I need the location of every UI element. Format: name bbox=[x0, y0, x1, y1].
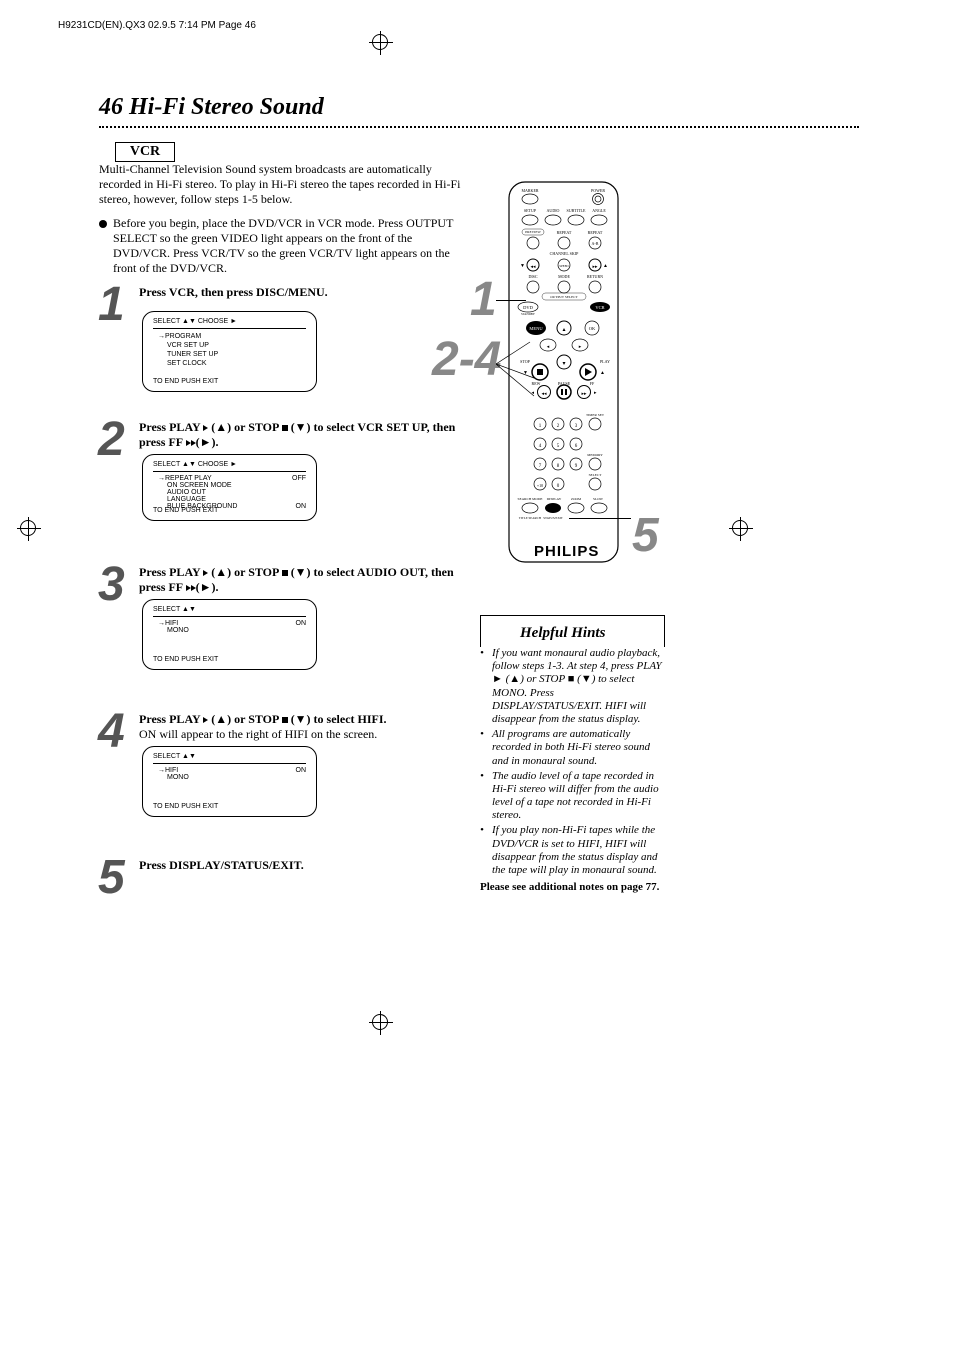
screen-2: SELECT ▲▼ CHOOSE ► →REPEAT PLAYOFF ON SC… bbox=[142, 454, 317, 521]
svg-text:RETURN: RETURN bbox=[587, 274, 603, 279]
reg-mark-top bbox=[372, 34, 388, 50]
step-2: 2 Press PLAY (▲) or STOP (▼) to select V… bbox=[99, 420, 469, 450]
svg-text:DVD: DVD bbox=[523, 305, 533, 310]
svg-text:◂◂: ◂◂ bbox=[530, 265, 536, 270]
svg-text:REPEAT: REPEAT bbox=[557, 230, 572, 235]
svg-text:3: 3 bbox=[575, 424, 578, 429]
hints-body: •If you want monaural audio playback, fo… bbox=[480, 647, 665, 894]
svg-text:+10: +10 bbox=[537, 483, 543, 488]
svg-text:REW: REW bbox=[532, 381, 541, 386]
svg-text:OK: OK bbox=[589, 326, 596, 331]
svg-text:STANDBY: STANDBY bbox=[521, 312, 536, 316]
svg-text:SUBTITLE: SUBTITLE bbox=[567, 208, 586, 213]
svg-text:A-B: A-B bbox=[592, 241, 599, 246]
svg-text:◂: ◂ bbox=[547, 345, 550, 350]
callout-2-4: 2-4 bbox=[432, 332, 501, 387]
step-num-2: 2 bbox=[98, 412, 125, 467]
svg-text:SPEED: SPEED bbox=[559, 264, 569, 268]
step-4: 4 Press PLAY (▲) or STOP (▼) to select H… bbox=[99, 712, 469, 742]
step-num-3: 3 bbox=[98, 557, 125, 612]
svg-text:6: 6 bbox=[575, 444, 578, 449]
svg-text:9: 9 bbox=[575, 464, 578, 469]
brand-logo: PHILIPS bbox=[534, 543, 599, 560]
step-3: 3 Press PLAY (▲) or STOP (▼) to select A… bbox=[99, 565, 469, 595]
header-text: H9231CD(EN).QX3 02.9.5 7:14 PM Page 46 bbox=[58, 20, 256, 31]
svg-text:VCR: VCR bbox=[595, 305, 604, 310]
hints-title: Helpful Hints bbox=[520, 625, 605, 642]
svg-text:▾: ▾ bbox=[562, 361, 565, 367]
svg-text:ANGLE: ANGLE bbox=[592, 208, 606, 213]
svg-text:▸▸: ▸▸ bbox=[581, 392, 587, 397]
svg-text:SETUP: SETUP bbox=[524, 208, 537, 213]
svg-text:STOP: STOP bbox=[520, 359, 530, 364]
step-num-4: 4 bbox=[98, 704, 125, 759]
svg-text:5: 5 bbox=[557, 444, 560, 449]
step-5-text: Press DISPLAY/STATUS/EXIT. bbox=[139, 858, 469, 873]
callout-1: 1 bbox=[470, 272, 497, 327]
prereq-bullet: Before you begin, place the DVD/VCR in V… bbox=[99, 216, 469, 276]
screen-1: SELECT ▲▼ CHOOSE ► →PROGRAM VCR SET UP T… bbox=[142, 311, 317, 392]
svg-text:POWER: POWER bbox=[591, 188, 605, 193]
vcr-badge: VCR bbox=[115, 142, 175, 162]
svg-text:▸: ▸ bbox=[579, 345, 582, 350]
step-1-text: Press VCR, then press DISC/MENU. bbox=[139, 285, 469, 300]
svg-text:4: 4 bbox=[539, 444, 542, 449]
svg-text:SLOW: SLOW bbox=[593, 497, 604, 501]
step-num-5: 5 bbox=[98, 850, 125, 905]
svg-text:REPEAT: REPEAT bbox=[588, 230, 603, 235]
svg-text:MEMORY: MEMORY bbox=[587, 453, 603, 457]
svg-text:▼: ▼ bbox=[523, 371, 528, 376]
reg-mark-right bbox=[732, 520, 748, 536]
svg-text:DISC: DISC bbox=[528, 274, 537, 279]
svg-text:▸: ▸ bbox=[594, 391, 597, 396]
svg-text:FF: FF bbox=[590, 381, 595, 386]
svg-text:▴: ▴ bbox=[562, 327, 565, 333]
screen-4: SELECT ▲▼ →HIFION MONO TO END PUSH EXIT bbox=[142, 746, 317, 817]
svg-text:SEARCH MODE: SEARCH MODE bbox=[518, 497, 543, 501]
svg-text:▲: ▲ bbox=[600, 371, 605, 376]
svg-text:AUDIO: AUDIO bbox=[547, 208, 560, 213]
svg-text:8: 8 bbox=[557, 464, 560, 469]
step-4-text: Press PLAY (▲) or STOP (▼) to select HIF… bbox=[139, 712, 469, 742]
step-5: 5 Press DISPLAY/STATUS/EXIT. bbox=[99, 858, 469, 873]
svg-text:SELECT: SELECT bbox=[589, 473, 603, 477]
svg-text:OUTPUT SELECT: OUTPUT SELECT bbox=[550, 295, 578, 299]
svg-text:0: 0 bbox=[557, 484, 560, 489]
page-title: 46Hi-Fi Stereo Sound bbox=[99, 94, 324, 121]
screen-3: SELECT ▲▼ →HIFION MONO TO END PUSH EXIT bbox=[142, 599, 317, 670]
step-3-text: Press PLAY (▲) or STOP (▼) to select AUD… bbox=[139, 565, 469, 595]
svg-text:1: 1 bbox=[539, 424, 542, 429]
title-underline bbox=[99, 126, 859, 128]
reg-mark-bottom bbox=[372, 1014, 388, 1030]
svg-text:TIMER SET: TIMER SET bbox=[586, 413, 605, 417]
svg-text:STATUS/EXIT: STATUS/EXIT bbox=[543, 516, 563, 520]
svg-text:▲: ▲ bbox=[603, 264, 608, 269]
svg-text:2: 2 bbox=[557, 424, 560, 429]
svg-text:▼: ▼ bbox=[520, 264, 525, 269]
svg-text:TITLE SEARCH: TITLE SEARCH bbox=[519, 516, 542, 520]
svg-text:CHANNEL SKIP: CHANNEL SKIP bbox=[550, 251, 579, 256]
svg-text:▸▸: ▸▸ bbox=[592, 265, 598, 270]
reg-mark-left bbox=[20, 520, 36, 536]
svg-text:MENU: MENU bbox=[529, 326, 543, 331]
remote-control: MARKER POWER SETUP AUDIO SUBTITLE ANGLE … bbox=[500, 180, 660, 580]
svg-text:PLAY: PLAY bbox=[600, 359, 610, 364]
svg-text:◂: ◂ bbox=[531, 391, 534, 396]
svg-text:PREVIEW: PREVIEW bbox=[525, 230, 541, 234]
svg-text:MARKER: MARKER bbox=[521, 188, 538, 193]
step-1: 1 Press VCR, then press DISC/MENU. SELEC… bbox=[99, 285, 469, 300]
step-2-text: Press PLAY (▲) or STOP (▼) to select VCR… bbox=[139, 420, 469, 450]
step-num-1: 1 bbox=[98, 277, 125, 332]
intro-paragraph: Multi-Channel Television Sound system br… bbox=[99, 162, 469, 207]
svg-text:◂◂: ◂◂ bbox=[541, 392, 547, 397]
svg-text:MODE: MODE bbox=[558, 274, 570, 279]
svg-text:7: 7 bbox=[539, 464, 542, 469]
svg-text:ZOOM: ZOOM bbox=[571, 497, 582, 501]
svg-text:DISPLAY: DISPLAY bbox=[547, 497, 562, 501]
